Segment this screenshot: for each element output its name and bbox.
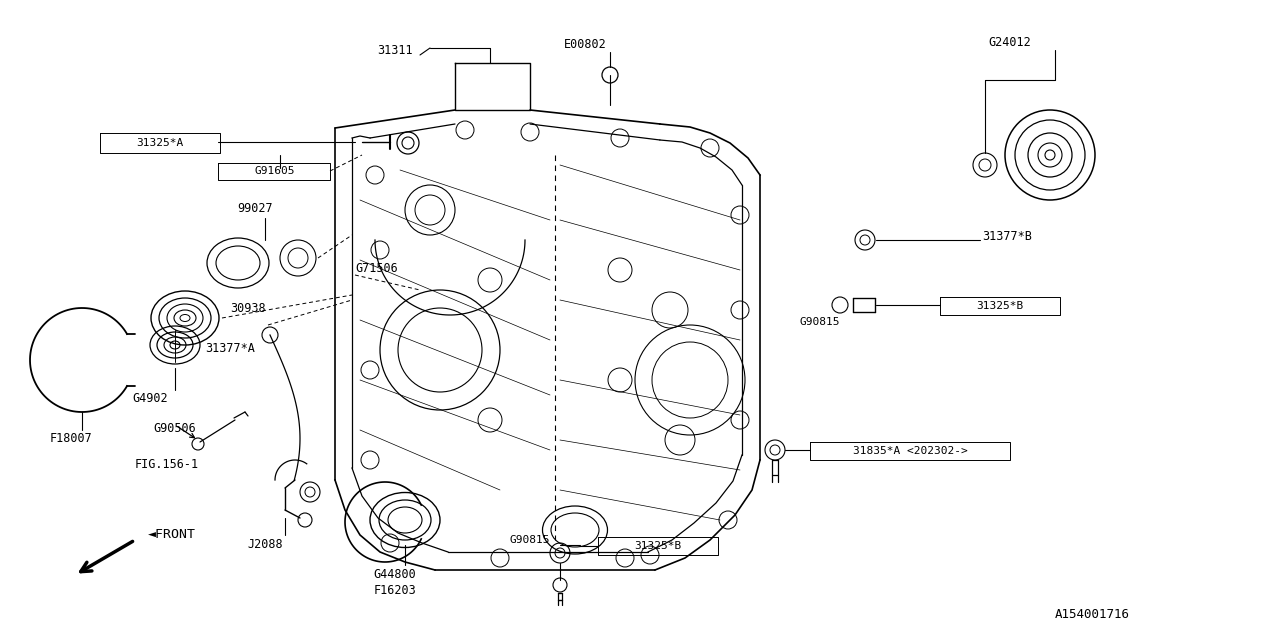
Text: G44800: G44800 (374, 568, 416, 580)
Text: 99027: 99027 (237, 202, 273, 214)
Text: J2088: J2088 (247, 538, 283, 552)
Text: G91605: G91605 (255, 166, 296, 176)
Text: F18007: F18007 (50, 431, 92, 445)
Text: G90506: G90506 (154, 422, 196, 435)
Text: G24012: G24012 (988, 35, 1032, 49)
Text: G71506: G71506 (355, 262, 398, 275)
Text: 31835*A <202302->: 31835*A <202302-> (852, 446, 968, 456)
Text: FIG.156-1: FIG.156-1 (134, 458, 200, 470)
Text: G4902: G4902 (132, 392, 168, 404)
Text: F16203: F16203 (374, 584, 416, 596)
Text: 31377*A: 31377*A (205, 342, 255, 355)
Text: 30938: 30938 (230, 301, 266, 314)
Text: E00802: E00802 (563, 38, 607, 51)
Text: 31325*B: 31325*B (635, 541, 682, 551)
Text: 31311: 31311 (378, 44, 413, 56)
Text: A154001716: A154001716 (1055, 609, 1130, 621)
Text: G90815: G90815 (800, 317, 840, 327)
Text: 31325*B: 31325*B (977, 301, 1024, 311)
Text: 31377*B: 31377*B (982, 230, 1032, 243)
Text: G90815: G90815 (509, 535, 550, 545)
Text: ◄FRONT: ◄FRONT (148, 529, 196, 541)
Text: 31325*A: 31325*A (137, 138, 183, 148)
